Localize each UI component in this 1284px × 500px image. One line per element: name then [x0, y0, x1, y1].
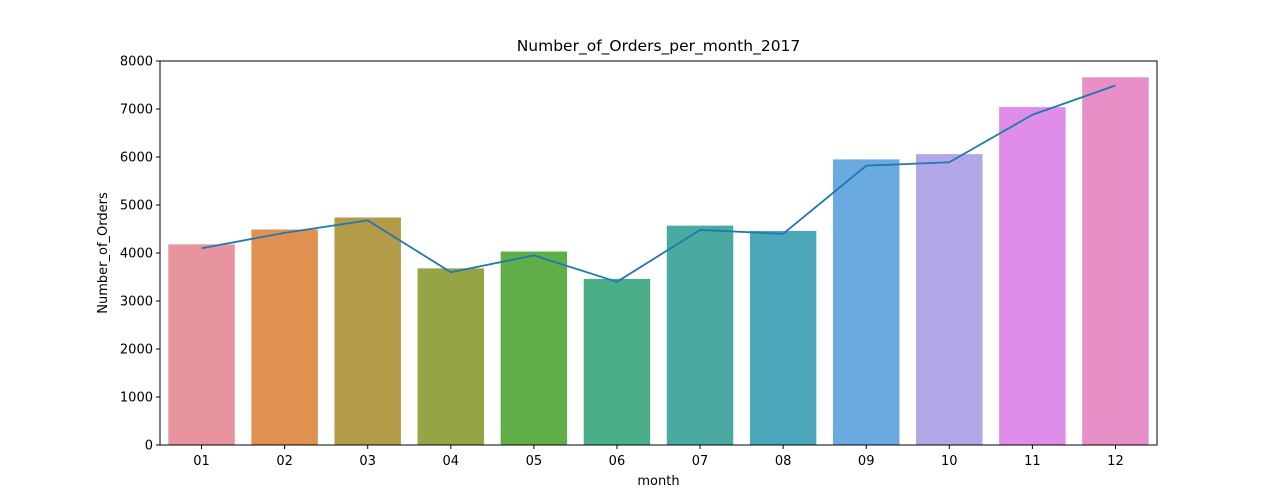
- bar-06: [583, 278, 651, 445]
- y-tick-label: 5000: [120, 199, 153, 214]
- trend-line: [201, 84, 1116, 283]
- y-tick-label: 8000: [120, 55, 153, 70]
- x-tick-label: 09: [858, 454, 875, 469]
- bar-08: [749, 230, 817, 445]
- x-tick-label: 11: [1024, 454, 1041, 469]
- bar-04: [417, 268, 485, 445]
- x-tick-label: 08: [775, 454, 792, 469]
- chart-title: Number_of_Orders_per_month_2017: [517, 37, 801, 56]
- bar-12: [1082, 77, 1149, 445]
- x-tick-label: 01: [193, 454, 210, 469]
- bar-10: [916, 154, 983, 445]
- y-tick-label: 1000: [120, 391, 153, 406]
- x-tick-label: 12: [1107, 454, 1124, 469]
- y-tick-label: 3000: [120, 295, 153, 310]
- y-tick-label: 6000: [120, 151, 153, 166]
- bar-09: [832, 159, 900, 445]
- x-axis-title: month: [637, 474, 679, 489]
- y-tick-label: 7000: [120, 103, 153, 118]
- y-axis-title: Number_of_Orders: [96, 192, 111, 314]
- bar-02: [251, 229, 318, 445]
- y-tick-label: 4000: [120, 247, 153, 262]
- x-tick-label: 02: [276, 454, 293, 469]
- x-tick-label: 05: [526, 454, 543, 469]
- bar-07: [666, 225, 734, 445]
- bars-layer: [168, 77, 1149, 445]
- x-tick-label: 06: [609, 454, 626, 469]
- bar-03: [334, 217, 401, 445]
- x-tick-label: 07: [692, 454, 709, 469]
- x-tick-label: 04: [443, 454, 460, 469]
- x-tick-label: 03: [359, 454, 376, 469]
- y-tick-label: 0: [145, 439, 153, 454]
- line-layer: [201, 84, 1116, 283]
- bar-01: [168, 244, 235, 445]
- x-tick-label: 10: [941, 454, 958, 469]
- bar-11: [999, 107, 1066, 445]
- axes-layer: 0 1000 2000 3000 4000 5000 6000 7000 8000 01 02 03 0…: [120, 55, 1158, 469]
- y-tick-label: 2000: [120, 343, 153, 358]
- bar-05: [500, 251, 568, 445]
